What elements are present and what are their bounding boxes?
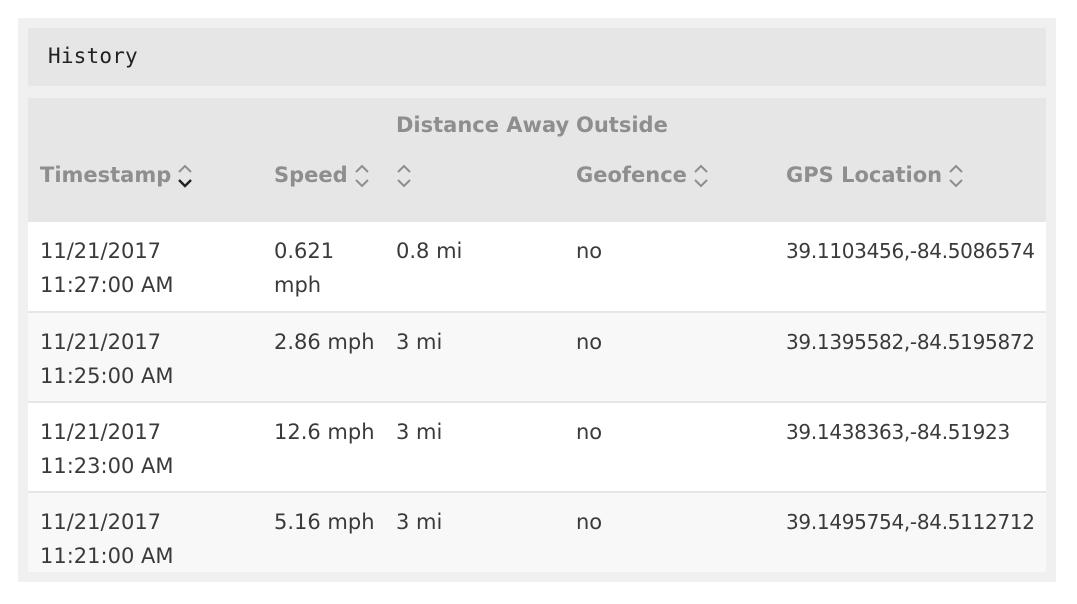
cell-distance: 0.8 mi bbox=[396, 239, 463, 263]
cell-speed: 12.6 mph bbox=[274, 420, 375, 444]
sort-updown-icon[interactable] bbox=[693, 162, 709, 190]
cell-gps-location: 39.1438363,-84.51923 bbox=[786, 420, 1010, 444]
header-line1 bbox=[786, 100, 1046, 150]
cell-distance: 3 mi bbox=[396, 420, 443, 444]
cell-outside-geofence: no bbox=[576, 420, 603, 444]
sort-updown-icon[interactable] bbox=[354, 162, 370, 190]
table-row[interactable]: 11/21/2017 11:27:00 AM 0.621 mph 0.8 mi … bbox=[28, 222, 1046, 312]
panel-title: History bbox=[48, 44, 138, 68]
history-table-container[interactable]: Timestamp Speed Distance Away Outside Ge… bbox=[28, 98, 1046, 572]
cell-speed: 0.621 mph bbox=[274, 239, 335, 297]
column-header-gps-location[interactable]: GPS Location bbox=[774, 98, 1046, 222]
history-panel: History Timestamp Speed Distance Away bbox=[18, 18, 1056, 582]
cell-gps-location: 39.1103456,-84.5086574 bbox=[786, 239, 1035, 263]
cell-distance: 3 mi bbox=[396, 330, 443, 354]
header-row: Timestamp Speed Distance Away Outside Ge… bbox=[28, 98, 1046, 222]
table-body: 11/21/2017 11:27:00 AM 0.621 mph 0.8 mi … bbox=[28, 222, 1046, 572]
cell-timestamp: 11/21/2017 11:23:00 AM bbox=[40, 420, 174, 478]
table-header: Timestamp Speed Distance Away Outside Ge… bbox=[28, 98, 1046, 222]
cell-distance: 3 mi bbox=[396, 510, 443, 534]
cell-timestamp: 11/21/2017 11:27:00 AM bbox=[40, 239, 174, 297]
sort-updown-icon[interactable] bbox=[177, 162, 193, 190]
cell-speed: 5.16 mph bbox=[274, 510, 375, 534]
column-header-distance-away[interactable]: Distance Away bbox=[384, 98, 570, 222]
column-header-timestamp[interactable]: Timestamp bbox=[28, 98, 262, 222]
cell-timestamp: 11/21/2017 11:25:00 AM bbox=[40, 330, 174, 388]
column-header-outside-geofence[interactable]: Outside Geofence bbox=[564, 98, 774, 222]
panel-header: History bbox=[28, 28, 1046, 86]
header-label: Geofence bbox=[576, 163, 687, 187]
cell-gps-location: 39.1395582,-84.5195872 bbox=[786, 330, 1035, 354]
table-row[interactable]: 11/21/2017 11:21:00 AM 5.16 mph 3 mi no … bbox=[28, 492, 1046, 572]
sort-updown-icon[interactable] bbox=[396, 162, 412, 190]
header-line1: Outside bbox=[576, 113, 668, 137]
cell-outside-geofence: no bbox=[576, 239, 603, 263]
sort-updown-icon[interactable] bbox=[948, 162, 964, 190]
cell-timestamp: 11/21/2017 11:21:00 AM bbox=[40, 510, 174, 568]
header-line1 bbox=[274, 100, 384, 150]
cell-outside-geofence: no bbox=[576, 510, 603, 534]
cell-speed: 2.86 mph bbox=[274, 330, 375, 354]
header-line1 bbox=[40, 100, 262, 150]
header-label: Timestamp bbox=[40, 163, 172, 187]
header-label: Speed bbox=[274, 163, 348, 187]
table-row[interactable]: 11/21/2017 11:23:00 AM 12.6 mph 3 mi no … bbox=[28, 402, 1046, 492]
history-table: Timestamp Speed Distance Away Outside Ge… bbox=[28, 98, 1046, 572]
header-label: GPS Location bbox=[786, 163, 943, 187]
cell-gps-location: 39.1495754,-84.5112712 bbox=[786, 510, 1035, 534]
cell-outside-geofence: no bbox=[576, 330, 603, 354]
header-line1: Distance Away bbox=[396, 113, 570, 137]
table-row[interactable]: 11/21/2017 11:25:00 AM 2.86 mph 3 mi no … bbox=[28, 312, 1046, 402]
column-header-speed[interactable]: Speed bbox=[262, 98, 384, 222]
